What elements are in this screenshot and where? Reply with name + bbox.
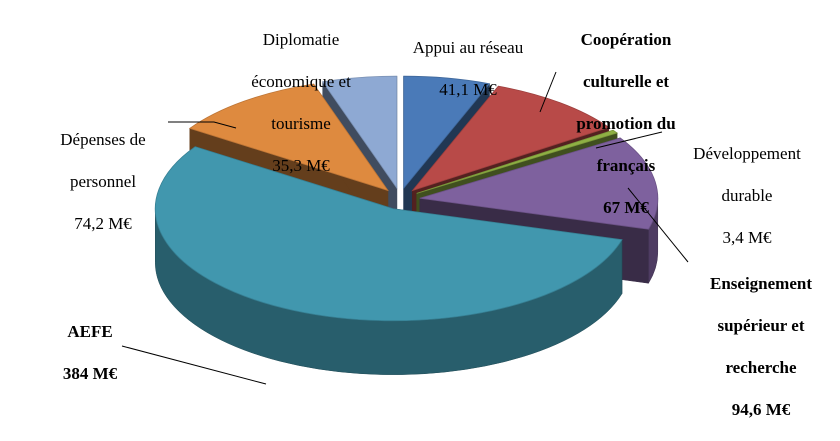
leader-line-0 (539, 71, 557, 113)
label-diplomatie-economique: Diplomatie économique et tourisme 35,3 M… (251, 30, 351, 175)
pie-slice-appui-reseau (403, 75, 491, 190)
pie-chart: Appui au réseau 41,1 M€ Coopération cult… (60, 30, 812, 419)
pie-slice-aefe (154, 146, 623, 322)
label-appui-reseau: Appui au réseau 41,1 M€ (412, 38, 524, 99)
label-enseignement-superieur: Enseignement supérieur et recherche 94,6… (710, 274, 812, 419)
leader-line-2 (627, 187, 689, 263)
pie-slice-developpement-durable (416, 129, 619, 194)
label-developpement-durable: Développement durable 3,4 M€ (693, 144, 801, 247)
pie-slice-diplomatie-economique (321, 75, 398, 190)
label-depenses-personnel: Dépenses de personnel 74,2 M€ (60, 130, 146, 233)
leader-line-1 (595, 131, 663, 149)
label-cooperation-culturelle: Coopération culturelle et promotion du f… (576, 30, 676, 217)
pie-slice-cooperation-culturelle (411, 85, 610, 192)
leader-line-3 (121, 345, 267, 385)
pie-slice-enseignement-superieur (419, 137, 659, 230)
label-aefe: AEFE 384 M€ (62, 322, 118, 383)
pie-slice-depenses-personnel (188, 83, 389, 192)
pie-chart-canvas (121, 71, 689, 385)
leader-line-4 (168, 121, 237, 129)
